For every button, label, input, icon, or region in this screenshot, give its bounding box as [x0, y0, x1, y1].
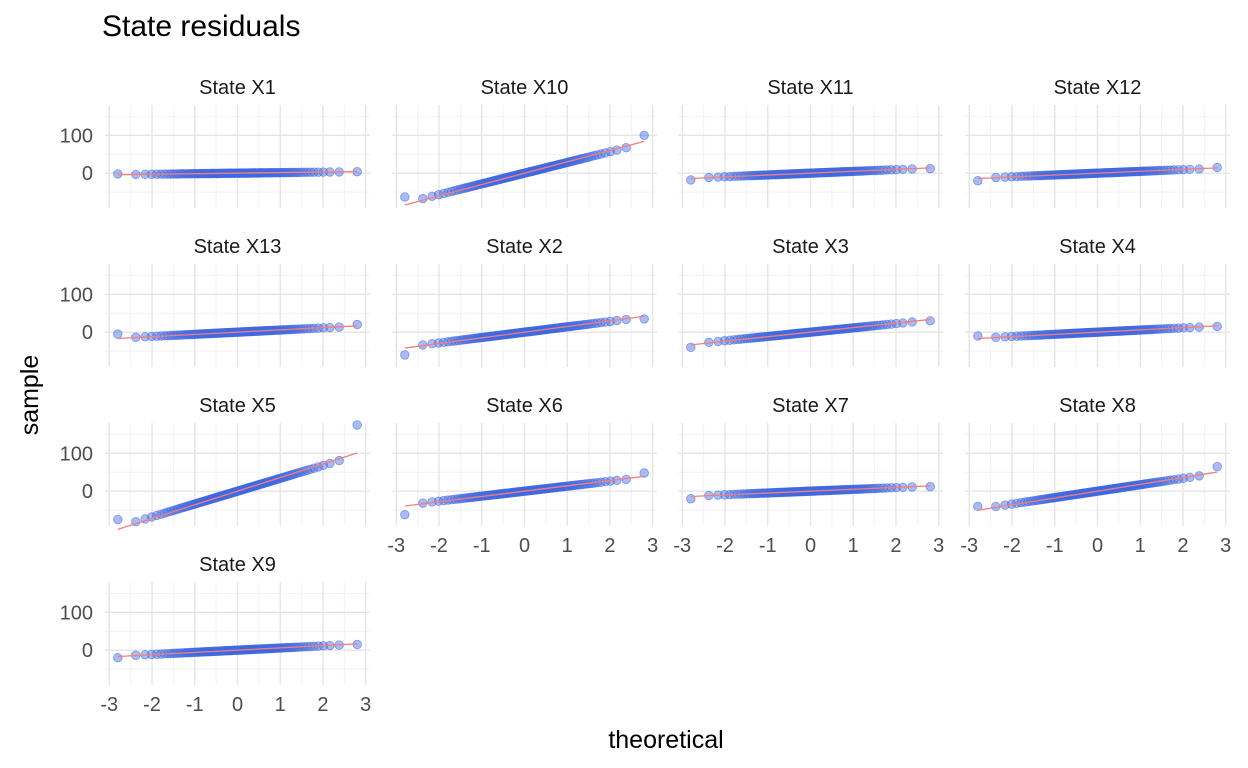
facet-strip-label: State X4: [1059, 236, 1136, 258]
data-point: [400, 192, 410, 202]
facet-panel: State X5 0 100: [60, 395, 370, 530]
facet-panel: State X7 -3 -2 -1 0 1 2 3: [673, 395, 944, 557]
x-tick-label: -2: [143, 694, 161, 716]
data-point: [113, 514, 123, 525]
facet-panel: State X4: [965, 236, 1230, 367]
x-tick-label: 2: [317, 694, 328, 716]
x-tick-label: 0: [1092, 535, 1103, 557]
chart-title: State residuals: [102, 10, 301, 43]
data-point: [113, 653, 123, 663]
data-point: [400, 350, 410, 360]
qq-reference-line: [117, 643, 358, 658]
y-tick-label: 0: [82, 640, 93, 662]
x-tick-label: 1: [275, 694, 286, 716]
facet-panel: State X11: [678, 77, 943, 208]
facet-strip-label: State X11: [767, 77, 853, 99]
facet-strip-label: State X8: [1059, 395, 1136, 417]
y-tick-label: 0: [82, 481, 93, 503]
x-tick-label: 2: [1177, 535, 1188, 557]
y-tick-label: 100: [60, 443, 93, 465]
data-point: [352, 319, 362, 330]
facet-panel: State X12: [965, 77, 1230, 208]
x-tick-label: -2: [716, 535, 734, 557]
x-tick-label: 0: [519, 535, 530, 557]
x-tick-label: -3: [100, 694, 118, 716]
facet-strip-label: State X2: [486, 236, 563, 258]
data-point: [639, 314, 649, 324]
data-point: [113, 329, 123, 339]
x-tick-label: 2: [890, 535, 901, 557]
facet-panel: State X1 0 100: [60, 77, 370, 208]
qq-reference-line: [690, 318, 931, 346]
x-tick-label: -3: [387, 535, 405, 557]
x-tick-label: -1: [186, 694, 204, 716]
qq-reference-line: [690, 167, 931, 180]
facet-panel: State X13 0 100: [60, 236, 370, 367]
qq-reference-line: [117, 452, 358, 530]
y-tick-label: 100: [60, 284, 93, 306]
data-point: [973, 501, 983, 512]
facet-panel: State X3: [678, 236, 943, 367]
data-point: [639, 130, 649, 140]
facet-strip-label: State X12: [1054, 77, 1142, 99]
qq-reference-line: [977, 325, 1218, 340]
y-tick-label: 0: [82, 163, 93, 185]
qq-reference-line: [690, 485, 931, 498]
y-tick-label: 0: [82, 322, 93, 344]
x-tick-label: -3: [673, 535, 691, 557]
qq-reference-line: [977, 167, 1218, 180]
facet-strip-label: State X9: [199, 554, 276, 576]
facet-panel: State X10: [392, 77, 657, 208]
y-tick-label: 100: [60, 602, 93, 624]
facet-strip-label: State X7: [772, 395, 849, 417]
data-point: [686, 175, 696, 185]
facet-strip-label: State X5: [199, 395, 276, 417]
x-tick-label: 3: [360, 694, 371, 716]
facet-strip-label: State X3: [772, 236, 849, 258]
qq-reference-line: [404, 140, 645, 206]
x-tick-label: -2: [1003, 535, 1021, 557]
facet-strip-label: State X10: [481, 77, 569, 99]
x-tick-label: -3: [960, 535, 978, 557]
x-tick-label: 1: [562, 535, 573, 557]
x-tick-label: -1: [473, 535, 491, 557]
y-axis-title: sample: [16, 355, 44, 436]
x-tick-label: 2: [604, 535, 615, 557]
data-point: [925, 316, 935, 326]
facet-strip-label: State X1: [199, 77, 276, 99]
data-point: [1212, 461, 1222, 472]
qq-reference-line: [977, 471, 1218, 511]
data-point: [113, 169, 123, 179]
qq-reference-line: [117, 325, 358, 340]
facet-strip-label: State X13: [194, 236, 282, 258]
x-axis-title: theoretical: [608, 726, 723, 754]
x-tick-label: -2: [430, 535, 448, 557]
data-point: [639, 468, 649, 478]
x-tick-label: 3: [647, 535, 658, 557]
x-tick-label: 3: [933, 535, 944, 557]
facet-panel: State X9 0 100 -3 -2 -1 0 1 2 3: [60, 554, 372, 716]
x-tick-label: 0: [805, 535, 816, 557]
x-tick-label: 3: [1220, 535, 1231, 557]
facet-strip-label: State X6: [486, 395, 563, 417]
qq-reference-line: [404, 475, 645, 507]
data-point: [400, 509, 410, 520]
qq-reference-line: [404, 315, 645, 349]
data-point: [352, 420, 362, 430]
y-tick-label: 100: [60, 125, 93, 147]
x-tick-label: 1: [848, 535, 859, 557]
x-tick-label: 1: [1135, 535, 1146, 557]
x-tick-label: 0: [232, 694, 243, 716]
x-tick-label: -1: [759, 535, 777, 557]
qq-reference-line: [117, 170, 358, 176]
facet-panel: State X2: [392, 236, 657, 367]
facet-panel: State X8 -3 -2 -1 0 1 2 3: [960, 395, 1231, 557]
facet-panel: State X6 -3 -2 -1 0 1 2 3: [387, 395, 658, 557]
x-tick-label: -1: [1046, 535, 1064, 557]
